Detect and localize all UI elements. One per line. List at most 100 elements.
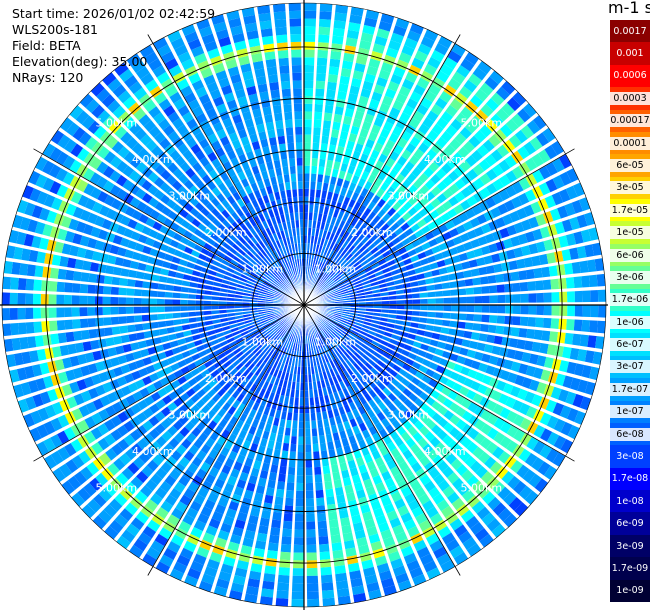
ppi-gate-cell bbox=[201, 337, 210, 344]
ppi-gate-cell bbox=[457, 321, 466, 329]
ppi-gate-cell bbox=[64, 307, 72, 318]
ppi-gate-cell bbox=[222, 325, 231, 332]
ppi-gate-cell bbox=[353, 592, 367, 603]
ppi-gate-cell bbox=[464, 100, 479, 114]
ppi-gate-cell bbox=[32, 393, 44, 408]
ppi-gate-cell bbox=[458, 530, 473, 544]
ppi-gate-cell bbox=[336, 588, 350, 598]
ppi-gate-cell bbox=[141, 314, 150, 322]
ppi-gate-cell bbox=[396, 216, 406, 226]
ppi-gate-cell bbox=[490, 149, 503, 162]
ppi-gate-cell bbox=[246, 325, 255, 331]
ppi-gate-cell bbox=[81, 504, 96, 519]
ppi-gate-cell bbox=[279, 559, 291, 568]
ppi-gate-cell bbox=[272, 511, 283, 521]
ppi-gate-cell bbox=[316, 252, 321, 261]
ppi-gate-cell bbox=[268, 317, 277, 323]
ppi-gate-cell bbox=[374, 555, 388, 566]
ppi-gate-cell bbox=[337, 322, 346, 328]
ppi-gate-cell bbox=[409, 23, 424, 35]
ppi-gate-cell bbox=[247, 399, 255, 409]
ppi-gate-cell bbox=[150, 321, 159, 330]
ppi-gate-cell bbox=[288, 466, 296, 476]
ppi-gate-cell bbox=[253, 492, 264, 502]
ppi-gate-cell bbox=[175, 386, 185, 396]
ppi-gate-cell bbox=[358, 95, 369, 106]
ppi-gate-cell bbox=[491, 192, 503, 205]
ppi-gate-cell bbox=[335, 254, 343, 263]
ppi-gate-cell bbox=[329, 259, 336, 268]
ppi-gate-cell bbox=[387, 402, 398, 413]
ppi-gate-cell bbox=[324, 378, 331, 387]
ppi-gate-cell bbox=[488, 284, 498, 294]
ppi-gate-cell bbox=[97, 437, 110, 451]
ppi-gate-cell bbox=[321, 263, 327, 272]
ppi-gate-cell bbox=[57, 268, 67, 280]
ppi-gate-cell bbox=[331, 464, 340, 473]
ppi-gate-cell bbox=[41, 280, 50, 292]
ppi-gate-cell bbox=[473, 129, 487, 143]
ppi-gate-cell bbox=[364, 73, 376, 84]
ppi-gate-cell bbox=[385, 47, 399, 59]
ppi-gate-cell bbox=[367, 173, 377, 184]
ppi-gate-cell bbox=[316, 279, 322, 287]
ppi-gate-cell bbox=[371, 194, 381, 204]
ppi-gate-cell bbox=[285, 127, 294, 136]
ppi-gate-cell bbox=[361, 248, 370, 256]
ppi-gate-cell bbox=[113, 336, 123, 346]
ppi-gate-cell bbox=[188, 347, 198, 356]
ppi-gate-cell bbox=[574, 305, 583, 317]
ppi-gate-cell bbox=[550, 278, 559, 290]
ppi-gate-cell bbox=[417, 380, 428, 391]
ppi-gate-cell bbox=[340, 517, 351, 527]
ppi-gate-cell bbox=[391, 190, 402, 201]
ppi-gate-cell bbox=[318, 18, 331, 28]
ppi-gate-cell bbox=[264, 51, 276, 61]
ppi-gate-cell bbox=[352, 341, 361, 349]
ppi-gate-cell bbox=[325, 336, 332, 344]
ppi-gate-cell bbox=[573, 275, 583, 288]
ppi-gate-cell bbox=[265, 487, 275, 497]
ppi-gate-cell bbox=[110, 429, 123, 442]
ppi-gate-cell bbox=[407, 525, 420, 538]
ppi-gate-cell bbox=[327, 324, 335, 331]
range-ring-label: 3.00km bbox=[169, 190, 211, 203]
ppi-gate-cell bbox=[579, 334, 589, 347]
ppi-gate-cell bbox=[327, 258, 333, 266]
ppi-gate-cell bbox=[86, 462, 100, 476]
ppi-gate-cell bbox=[322, 286, 330, 293]
ppi-gate-cell bbox=[436, 499, 450, 512]
ppi-gate-cell bbox=[332, 273, 340, 281]
ppi-gate-cell bbox=[52, 401, 64, 416]
ppi-gate-cell bbox=[191, 427, 202, 438]
ppi-gate-cell bbox=[156, 507, 169, 520]
ppi-gate-cell bbox=[533, 424, 546, 438]
ppi-gate-cell bbox=[80, 466, 94, 481]
ppi-gate-cell bbox=[70, 439, 84, 453]
ppi-gate-cell bbox=[380, 62, 394, 73]
ppi-gate-cell bbox=[496, 315, 506, 324]
ppi-gate-cell bbox=[315, 373, 321, 382]
ppi-gate-cell bbox=[524, 452, 538, 467]
ppi-gate-cell bbox=[318, 270, 323, 278]
ppi-gate-cell bbox=[289, 18, 302, 27]
ppi-gate-cell bbox=[333, 314, 341, 319]
ppi-gate-cell bbox=[274, 324, 281, 331]
ppi-gate-cell bbox=[220, 369, 230, 378]
ppi-gate-cell bbox=[360, 343, 369, 350]
ppi-gate-cell bbox=[175, 501, 188, 513]
ppi-gate-cell bbox=[518, 161, 531, 175]
ppi-gate-cell bbox=[362, 226, 371, 236]
ppi-gate-cell bbox=[411, 166, 422, 178]
ppi-gate-cell bbox=[367, 358, 377, 367]
ppi-gate-cell bbox=[484, 76, 499, 91]
ppi-gate-cell bbox=[326, 239, 332, 249]
ppi-gate-cell bbox=[512, 315, 521, 326]
ppi-gate-cell bbox=[260, 343, 268, 351]
colorbar-tick-label: 6e-09 bbox=[616, 518, 644, 530]
ppi-gate-cell bbox=[95, 472, 109, 487]
ppi-gate-cell bbox=[342, 361, 350, 370]
ppi-gate-cell bbox=[330, 320, 338, 326]
ppi-gate-cell bbox=[226, 364, 235, 373]
ppi-gate-cell bbox=[50, 434, 63, 449]
